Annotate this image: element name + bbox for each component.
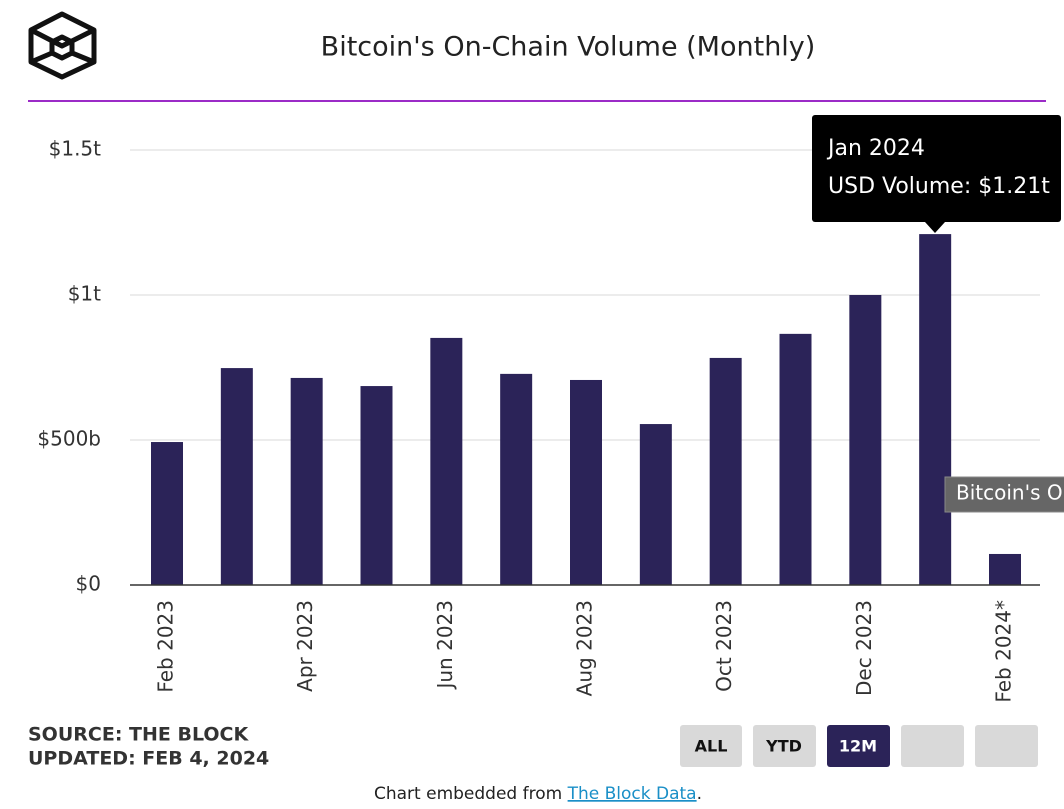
y-tick-label: $1.5t [49, 137, 102, 161]
tooltip-text: USD Volume: $1.21t [828, 174, 1050, 199]
tooltip: Jan 2024 USD Volume: $1.21t [812, 115, 1061, 233]
bar [360, 386, 393, 585]
button[interactable] [680, 725, 742, 767]
y-tick-label: $1t [68, 282, 101, 306]
footer-link[interactable]: The Block Data [567, 784, 697, 804]
bar [430, 337, 463, 585]
x-tick-label: Aug 2023 [573, 600, 597, 696]
x-tick-label: Feb 2023 [154, 600, 178, 693]
x-tick-label: Apr 2023 [293, 600, 317, 692]
footer-text: Chart embedded from [374, 784, 568, 804]
tooltip-arrow [925, 222, 945, 233]
bar [779, 333, 812, 585]
updated: UPDATED: FEB 4, 2024 [28, 748, 269, 770]
range-buttons: ALL YTD 12M [680, 725, 1038, 767]
y-tick-label: $0 [76, 572, 101, 596]
bar [151, 442, 183, 585]
button[interactable] [975, 725, 1038, 767]
x-tick-label: Oct 2023 [712, 600, 736, 692]
tooltip-title: Jan 2024 [826, 136, 925, 161]
bar [989, 553, 1021, 585]
button-label[interactable]: ALL [695, 737, 728, 756]
button[interactable] [753, 725, 816, 767]
hover-tooltip: Bitcoin's O [944, 476, 1064, 513]
bar [709, 357, 742, 585]
button[interactable] [901, 725, 964, 767]
bar [290, 377, 323, 585]
footer: Chart embedded from The Block Data. [374, 784, 702, 804]
bar [919, 234, 952, 585]
button-label[interactable]: YTD [765, 737, 802, 756]
source: SOURCE: THE BLOCK [28, 724, 249, 746]
button-active[interactable] [827, 725, 890, 767]
hover-tooltip-text: Bitcoin's O [956, 481, 1063, 505]
bar [570, 379, 602, 585]
tooltip-box [812, 115, 1061, 222]
chart-title: Bitcoin's On-Chain Volume (Monthly) [321, 32, 816, 63]
button-label[interactable]: 12M [839, 737, 877, 756]
hover-tooltip-box [944, 476, 1064, 513]
bar [639, 424, 672, 585]
x-tick-label: Feb 2024* [992, 600, 1016, 703]
x-tick-label: Dec 2023 [852, 600, 876, 696]
bar [500, 373, 533, 585]
y-tick-label: $500b [37, 427, 101, 451]
x-tick-label: Jun 2023 [433, 600, 457, 691]
bar [849, 295, 882, 585]
footer-text: . [697, 784, 702, 804]
bar [220, 368, 253, 585]
logo [28, 11, 97, 80]
